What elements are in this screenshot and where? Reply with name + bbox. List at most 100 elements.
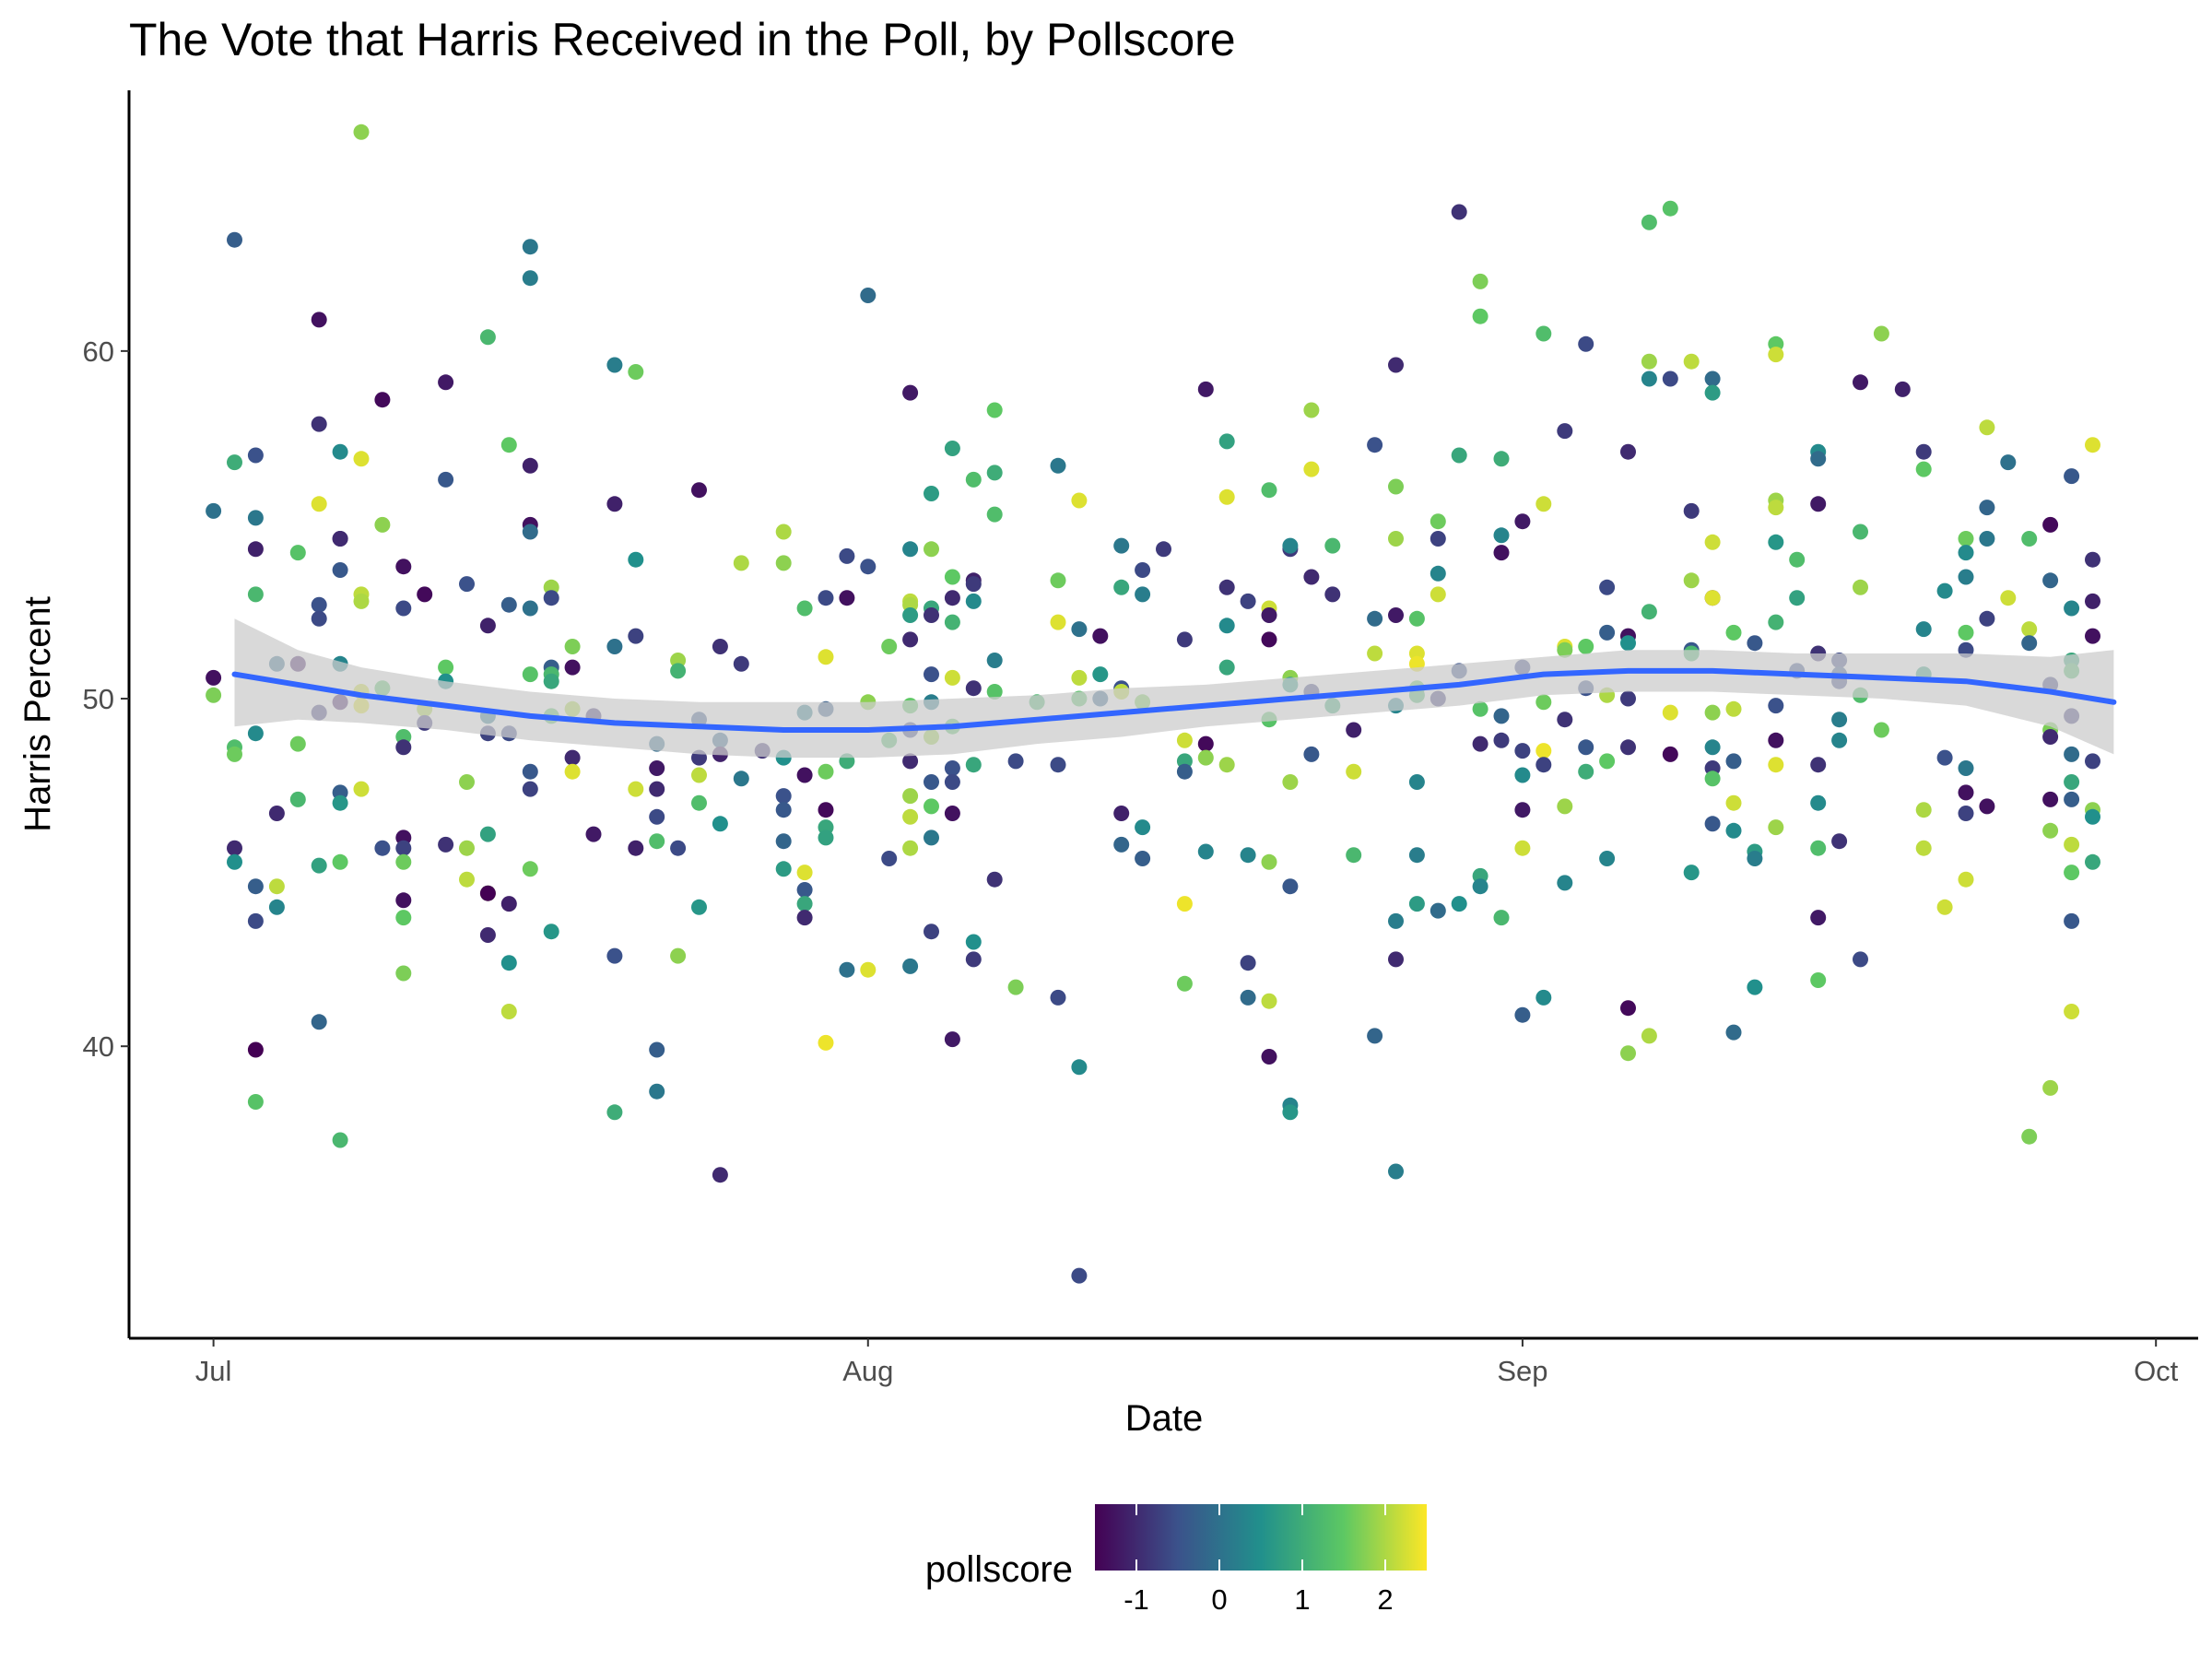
data-point [902, 384, 919, 401]
colorbar-ticks: -1 0 1 2 [1124, 1504, 1394, 1616]
data-point [796, 865, 813, 881]
data-point [1810, 757, 1827, 773]
data-point [1493, 451, 1510, 467]
data-point [1430, 531, 1446, 547]
data-point [1472, 308, 1488, 324]
data-point [1958, 624, 1974, 641]
data-point [1514, 802, 1531, 818]
data-point [522, 666, 538, 683]
data-point [332, 443, 348, 460]
data-point [1261, 993, 1277, 1009]
data-point [522, 524, 538, 540]
data-point [902, 958, 919, 974]
data-point [1176, 732, 1193, 748]
data-point [353, 451, 370, 467]
data-point [1514, 1006, 1531, 1023]
data-point [1346, 722, 1362, 738]
data-point [1367, 437, 1383, 453]
data-point [944, 614, 960, 630]
data-point [1747, 635, 1763, 652]
data-point [2042, 729, 2059, 745]
data-point [944, 569, 960, 585]
data-point [1261, 853, 1277, 870]
data-point [1725, 822, 1742, 839]
data-point [2064, 912, 2080, 929]
data-point [1725, 794, 1742, 811]
data-point [1620, 1000, 1636, 1017]
data-point [986, 653, 1003, 668]
data-point [1894, 381, 1911, 397]
data-point [1261, 1049, 1277, 1065]
data-point [965, 934, 982, 950]
data-point [1958, 531, 1974, 547]
data-point [564, 659, 581, 676]
data-point [839, 961, 855, 978]
data-point [881, 639, 898, 654]
data-point [564, 749, 581, 766]
data-point [1430, 586, 1446, 603]
data-point [924, 774, 939, 790]
data-point [902, 607, 919, 623]
data-point [1915, 443, 1932, 460]
data-point [1768, 819, 1784, 836]
data-point [1599, 579, 1616, 595]
data-point [649, 808, 665, 825]
data-point [1176, 975, 1193, 992]
data-point [1113, 836, 1130, 853]
data-point [395, 600, 412, 617]
data-point [944, 1031, 960, 1048]
data-point [2021, 531, 2038, 547]
data-point [311, 857, 327, 874]
colorbar-tick-label: -1 [1124, 1583, 1149, 1616]
data-point [1789, 590, 1806, 606]
confidence-band [234, 618, 2114, 759]
data-point [1050, 757, 1066, 773]
data-point [1218, 757, 1235, 773]
data-point [543, 590, 559, 606]
data-point [1831, 732, 1848, 748]
data-point [1218, 618, 1235, 634]
y-axis-ticks: 40 50 60 [83, 335, 129, 1063]
data-point [944, 806, 960, 821]
data-point [1704, 534, 1721, 550]
data-point [1324, 537, 1341, 554]
data-point [649, 760, 665, 776]
data-point [268, 899, 285, 915]
data-point [986, 871, 1003, 888]
colorbar-tick-label: 2 [1377, 1583, 1393, 1616]
data-point [1641, 604, 1657, 620]
data-point [1620, 635, 1636, 652]
data-point [247, 912, 264, 929]
data-point [1662, 200, 1678, 217]
colorbar [1095, 1504, 1427, 1571]
data-point [1240, 593, 1256, 609]
data-point [206, 502, 222, 519]
data-point [1641, 1028, 1657, 1044]
data-point [2085, 437, 2100, 453]
colorbar-tick-label: 1 [1294, 1583, 1310, 1616]
data-point [628, 781, 644, 797]
data-point [1388, 531, 1404, 547]
legend: pollscore -1 0 1 2 [925, 1504, 1427, 1616]
data-point [712, 1167, 728, 1183]
data-point [332, 1132, 348, 1148]
data-point [1282, 537, 1299, 554]
data-point [1599, 851, 1616, 866]
data-point [944, 669, 960, 686]
data-point [395, 892, 412, 909]
data-point [860, 559, 877, 575]
data-point [1282, 878, 1299, 895]
data-point [924, 830, 939, 846]
data-point [206, 687, 222, 703]
data-point [438, 374, 454, 391]
data-point [311, 496, 327, 512]
data-point [902, 840, 919, 856]
data-point [924, 486, 939, 501]
data-point [2042, 822, 2059, 839]
data-point [1303, 746, 1320, 762]
data-point [986, 684, 1003, 700]
data-point [1704, 771, 1721, 787]
data-point [1578, 739, 1594, 756]
data-point [1367, 610, 1383, 627]
data-point [1514, 840, 1531, 856]
